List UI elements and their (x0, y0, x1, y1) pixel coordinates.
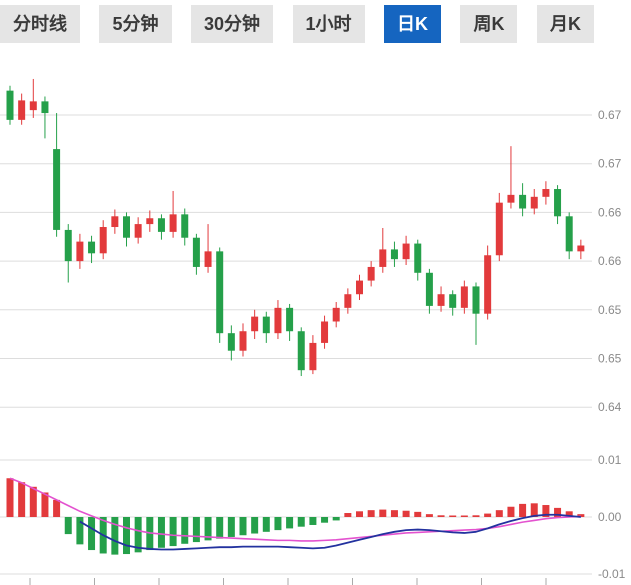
svg-text:0.66: 0.66 (598, 205, 622, 219)
x-axis-ticks (29, 578, 547, 585)
grid-layer (0, 114, 592, 575)
macd-lines-layer (9, 477, 581, 551)
tab-monthly-k[interactable]: 月K (536, 5, 594, 43)
svg-text:0.67: 0.67 (598, 108, 622, 122)
tab-timeshare[interactable]: 分时线 (0, 5, 80, 43)
tab-5min[interactable]: 5分钟 (99, 5, 172, 43)
tab-1hour[interactable]: 1小时 (292, 5, 365, 43)
candles-layer (6, 78, 585, 377)
svg-text:0.65: 0.65 (598, 352, 622, 366)
interval-tabbar: 分时线 5分钟 30分钟 1小时 日K 周K 月K (0, 0, 594, 47)
svg-text:0.00: 0.00 (598, 510, 622, 524)
svg-text:0.64: 0.64 (598, 400, 622, 414)
svg-text:-0.01: -0.01 (598, 567, 626, 581)
svg-text:0.66: 0.66 (598, 254, 622, 268)
svg-text:0.01: 0.01 (598, 453, 622, 467)
svg-text:0.67: 0.67 (598, 157, 622, 171)
tab-daily-k[interactable]: 日K (384, 5, 441, 43)
svg-text:0.65: 0.65 (598, 303, 622, 317)
dif-line (79, 513, 581, 551)
y-axis-labels: 0.67 0.67 0.66 0.66 0.65 0.65 0.64 0.01 0.00 -0.0… (598, 108, 626, 581)
tab-weekly-k[interactable]: 周K (460, 5, 518, 43)
tab-30min[interactable]: 30分钟 (190, 5, 274, 43)
